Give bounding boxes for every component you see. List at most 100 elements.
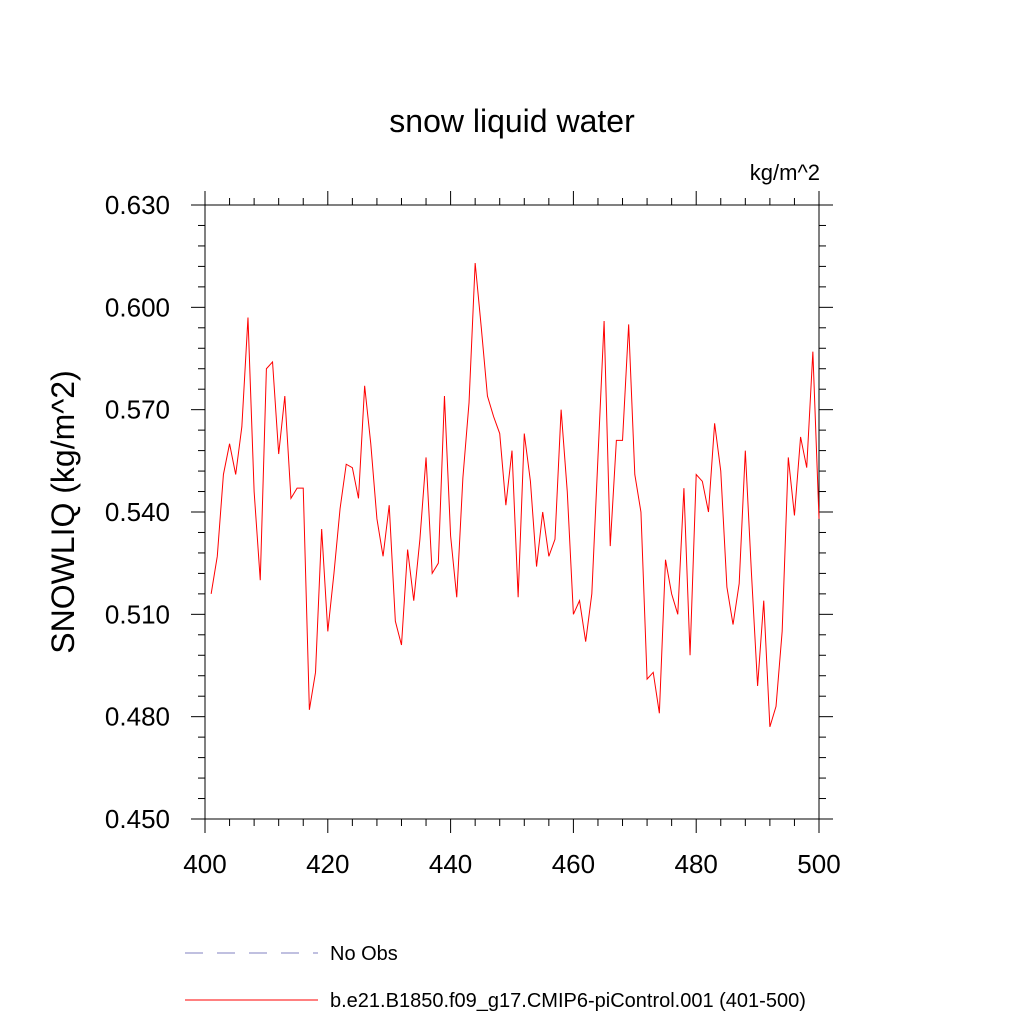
data-point: [542, 511, 543, 512]
data-point: [407, 549, 408, 550]
data-point: [438, 563, 439, 564]
data-point: [720, 470, 721, 471]
data-point: [352, 467, 353, 468]
y-tick-label: 0.450: [105, 804, 170, 834]
data-point: [450, 535, 451, 536]
data-point: [788, 457, 789, 458]
data-point: [462, 477, 463, 478]
data-point: [591, 593, 592, 594]
data-point: [333, 573, 334, 574]
data-point: [757, 685, 758, 686]
data-point: [653, 672, 654, 673]
data-point: [585, 641, 586, 642]
data-point: [481, 327, 482, 328]
data-point: [499, 433, 500, 434]
data-point: [376, 518, 377, 519]
data-point: [511, 450, 512, 451]
y-tick-label: 0.570: [105, 395, 170, 425]
data-point: [622, 440, 623, 441]
data-point: [702, 481, 703, 482]
data-point: [272, 361, 273, 362]
data-point: [456, 597, 457, 598]
data-point: [604, 320, 605, 321]
axis-ticks: [191, 191, 833, 833]
data-points: [211, 262, 820, 727]
data-point: [241, 426, 242, 427]
data-point: [794, 515, 795, 516]
data-point: [763, 600, 764, 601]
data-point: [229, 443, 230, 444]
legend: No Obs b.e21.B1850.f09_g17.CMIP6-piContr…: [185, 943, 806, 1012]
x-tick-label: 460: [552, 849, 595, 879]
y-tick-label: 0.510: [105, 599, 170, 629]
data-point: [726, 586, 727, 587]
data-point: [339, 508, 340, 509]
data-point: [769, 726, 770, 727]
data-point: [235, 474, 236, 475]
data-point: [505, 505, 506, 506]
y-tick-label: 0.540: [105, 497, 170, 527]
data-point: [548, 556, 549, 557]
units-label: kg/m^2: [750, 160, 820, 185]
data-point: [524, 433, 525, 434]
data-point: [370, 443, 371, 444]
data-point: [217, 556, 218, 557]
tick-labels: 400 420 440 460 480 500 0.450 0.480 0.510 0.540 0.…: [105, 190, 841, 879]
data-point: [634, 474, 635, 475]
data-point: [444, 395, 445, 396]
data-point: [800, 436, 801, 437]
chart-title: snow liquid water: [389, 103, 635, 139]
data-point: [646, 679, 647, 680]
data-point: [659, 713, 660, 714]
data-point: [665, 559, 666, 560]
data-point: [567, 491, 568, 492]
data-point: [247, 317, 248, 318]
legend-label-model: b.e21.B1850.f09_g17.CMIP6-piControl.001 …: [330, 990, 806, 1012]
data-point: [260, 580, 261, 581]
data-point: [616, 440, 617, 441]
data-point: [739, 583, 740, 584]
y-tick-label: 0.630: [105, 190, 170, 220]
x-tick-label: 400: [183, 849, 226, 879]
data-point: [677, 614, 678, 615]
data-point: [419, 539, 420, 540]
y-tick-label: 0.480: [105, 702, 170, 732]
legend-label-obs: No Obs: [330, 943, 398, 965]
data-point: [818, 518, 819, 519]
data-point: [432, 573, 433, 574]
data-point: [561, 409, 562, 410]
data-point: [389, 505, 390, 506]
data-point: [671, 593, 672, 594]
data-point: [683, 488, 684, 489]
data-point: [395, 621, 396, 622]
data-point: [530, 481, 531, 482]
data-point: [640, 511, 641, 512]
data-point: [364, 385, 365, 386]
data-point: [597, 457, 598, 458]
plot-frame: [204, 204, 820, 820]
data-point: [327, 631, 328, 632]
data-point: [579, 600, 580, 601]
data-point: [266, 368, 267, 369]
data-point: [714, 423, 715, 424]
data-point: [493, 416, 494, 417]
data-point: [254, 491, 255, 492]
data-point: [696, 474, 697, 475]
data-point: [223, 474, 224, 475]
data-point: [554, 539, 555, 540]
data-point: [211, 593, 212, 594]
data-point: [321, 528, 322, 529]
data-point: [297, 488, 298, 489]
data-point: [487, 395, 488, 396]
data-point: [732, 624, 733, 625]
data-point: [689, 655, 690, 656]
data-point: [745, 450, 746, 451]
data-point: [708, 511, 709, 512]
data-point: [290, 498, 291, 499]
y-axis-label: SNOWLIQ (kg/m^2): [45, 370, 81, 653]
x-tick-label: 500: [797, 849, 840, 879]
x-tick-label: 440: [429, 849, 472, 879]
data-point: [812, 351, 813, 352]
series-line: [210, 262, 820, 728]
